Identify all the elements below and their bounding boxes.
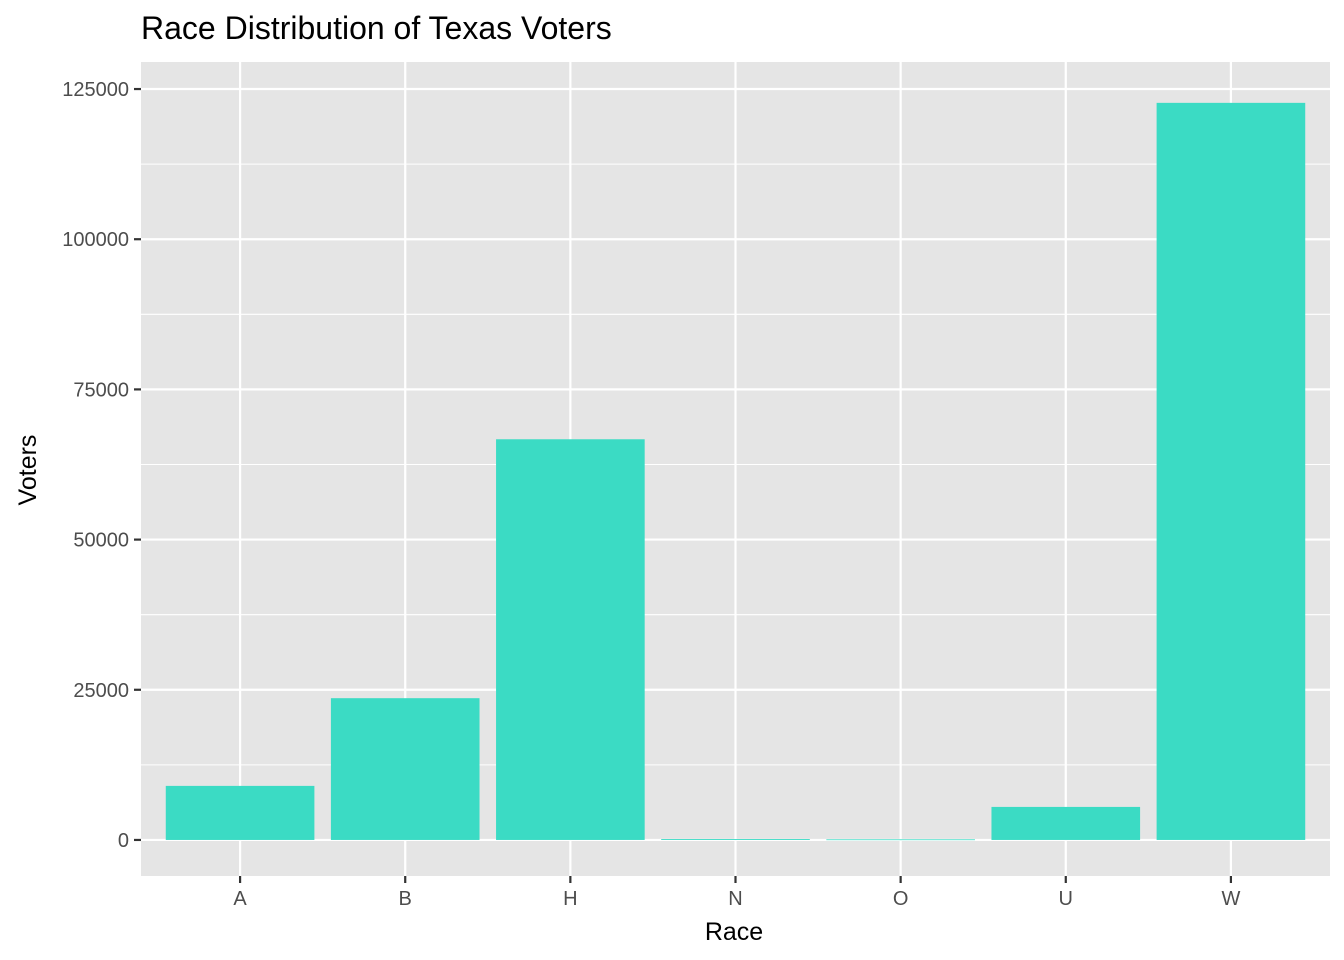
y-tick-label: 100000	[62, 229, 129, 251]
y-tick-label: 50000	[73, 530, 129, 552]
x-tick-label: U	[1059, 888, 1073, 910]
bar-B	[330, 698, 480, 840]
chart-title: Race Distribution of Texas Voters	[141, 10, 612, 46]
x-tick-label: A	[233, 888, 247, 910]
bar-U	[991, 806, 1141, 840]
y-tick-label: 25000	[73, 680, 129, 702]
x-tick-label: B	[399, 888, 412, 910]
y-tick-label: 125000	[62, 79, 129, 101]
bar-W	[1156, 102, 1306, 840]
x-tick-label: N	[728, 888, 742, 910]
y-axis-title: Voters	[14, 435, 42, 506]
bar-A	[165, 785, 315, 840]
bar-O	[826, 839, 975, 841]
x-tick-label: H	[563, 888, 577, 910]
y-axis: 0 25000 50000 75000 100000 125000	[62, 79, 141, 852]
y-tick-label: 0	[118, 830, 129, 852]
x-axis-title: Race	[705, 918, 763, 946]
bar-H	[496, 439, 645, 840]
x-tick-label: O	[893, 888, 909, 910]
bar-N	[661, 839, 810, 840]
y-tick-label: 75000	[73, 379, 129, 401]
bars	[165, 102, 1306, 841]
x-tick-label: W	[1221, 888, 1240, 910]
